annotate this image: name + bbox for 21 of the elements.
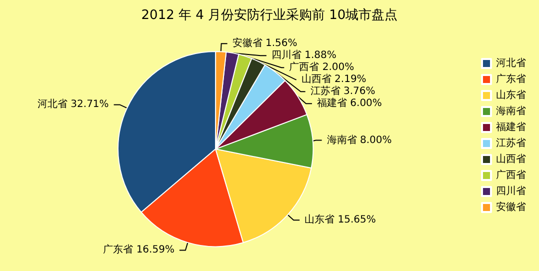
legend-label: 安徽省: [496, 201, 526, 213]
legend-label: 海南省: [496, 105, 526, 117]
legend-label: 四川省: [496, 185, 526, 197]
category-label: 山东省 15.65%: [304, 214, 376, 226]
legend-label: 山东省: [496, 89, 526, 101]
legend-label: 广东省: [496, 73, 526, 85]
category-label: 海南省 8.00%: [326, 134, 392, 146]
category-label: 广东省 16.59%: [103, 244, 174, 256]
category-label: 四川省 1.88%: [271, 50, 336, 62]
legend-label: 山西省: [496, 153, 526, 165]
legend-label: 福建省: [496, 121, 526, 133]
chart-title: 2012 年 4 月份安防行业采购前 10城市盘点: [141, 7, 398, 23]
category-label: 广西省 2.00%: [289, 62, 354, 74]
legend-label: 江苏省: [496, 137, 526, 149]
category-label: 江苏省 3.76%: [310, 86, 376, 98]
category-label: 河北省 32.71%: [37, 99, 109, 110]
legend-label: 广西省: [496, 169, 526, 181]
category-label: 山西省 2.19%: [301, 74, 366, 86]
category-label: 福建省 6.00%: [316, 98, 382, 110]
legend-label: 河北省: [496, 57, 526, 69]
category-label: 安徽省 1.56%: [232, 38, 298, 50]
